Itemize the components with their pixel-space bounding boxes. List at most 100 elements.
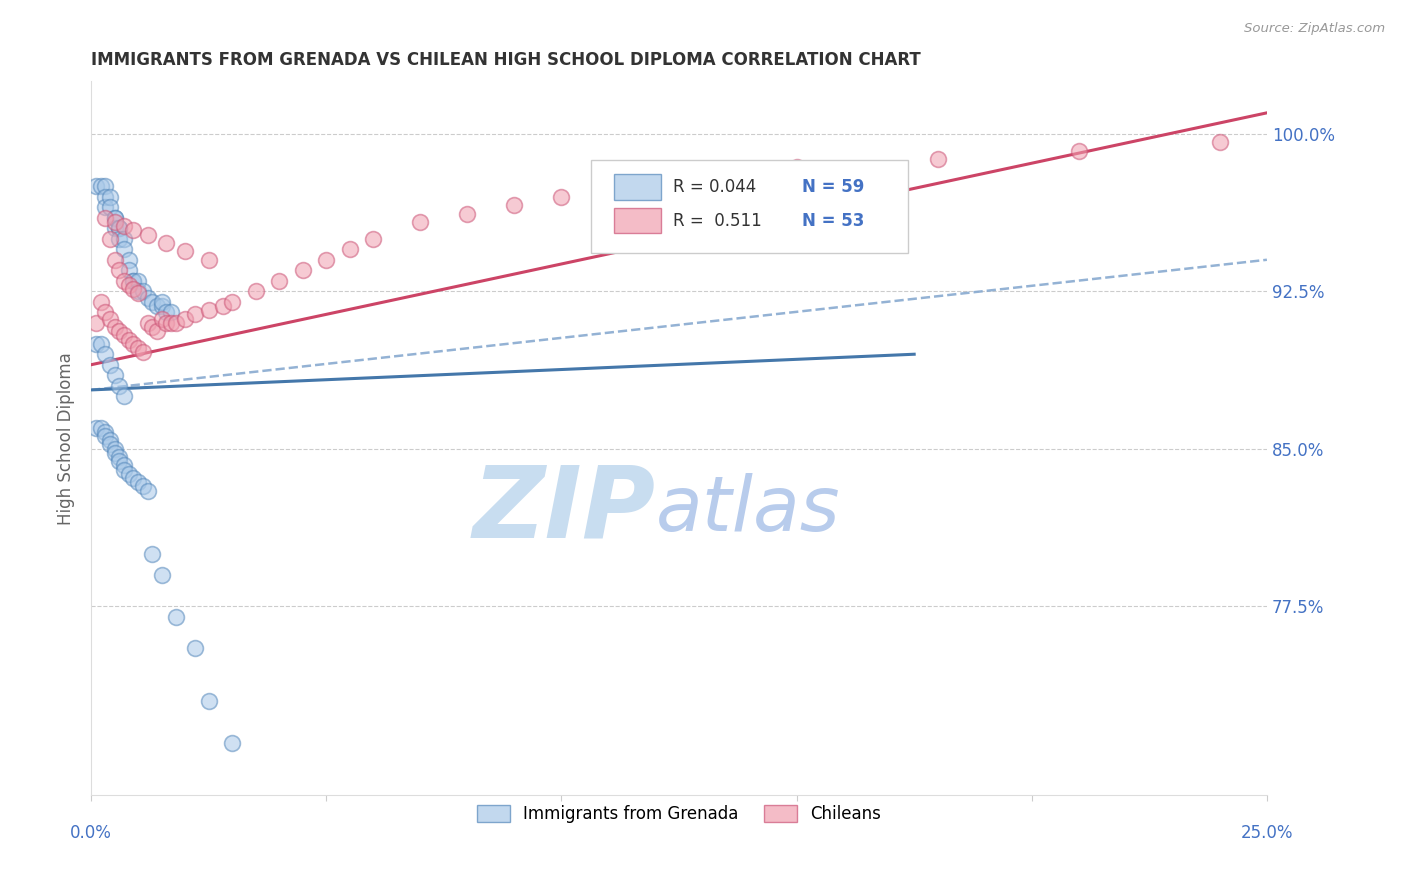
Point xyxy=(98,434,121,448)
Point xyxy=(160,305,183,319)
Point xyxy=(927,152,949,166)
Point xyxy=(94,429,117,443)
Point xyxy=(98,232,121,246)
Point xyxy=(165,609,187,624)
Point xyxy=(98,311,121,326)
Text: IMMIGRANTS FROM GRENADA VS CHILEAN HIGH SCHOOL DIPLOMA CORRELATION CHART: IMMIGRANTS FROM GRENADA VS CHILEAN HIGH … xyxy=(91,51,921,69)
Point xyxy=(146,299,169,313)
Bar xyxy=(614,174,661,200)
Text: R = 0.044: R = 0.044 xyxy=(673,178,756,196)
Point xyxy=(150,294,173,309)
Text: ZIP: ZIP xyxy=(472,461,655,558)
Point xyxy=(108,378,131,392)
Point xyxy=(155,305,177,319)
Point xyxy=(104,211,127,225)
Point xyxy=(112,463,135,477)
Point xyxy=(221,294,243,309)
Y-axis label: High School Diploma: High School Diploma xyxy=(58,351,75,524)
Point xyxy=(122,223,145,237)
Point xyxy=(141,320,163,334)
Point xyxy=(108,221,131,235)
Text: N = 53: N = 53 xyxy=(803,211,865,229)
Point xyxy=(118,333,141,347)
Point xyxy=(363,232,385,246)
Point xyxy=(127,285,149,299)
Point xyxy=(98,358,121,372)
Point xyxy=(94,305,117,319)
Point xyxy=(94,347,117,361)
Point xyxy=(136,291,159,305)
Point xyxy=(104,446,127,460)
Point xyxy=(122,274,145,288)
Point xyxy=(104,215,127,229)
Point xyxy=(127,341,149,355)
Point xyxy=(84,316,107,330)
Point xyxy=(141,547,163,561)
Point xyxy=(98,200,121,214)
Text: 0.0%: 0.0% xyxy=(70,824,112,842)
Point xyxy=(118,277,141,292)
Point xyxy=(108,450,131,464)
Point xyxy=(136,316,159,330)
Point xyxy=(122,274,145,288)
Point xyxy=(127,286,149,301)
Point xyxy=(112,328,135,343)
Point xyxy=(90,420,112,434)
Point xyxy=(141,294,163,309)
Point xyxy=(122,471,145,485)
Point xyxy=(112,389,135,403)
Point xyxy=(104,368,127,383)
Point xyxy=(108,221,131,235)
Point xyxy=(84,420,107,434)
Bar xyxy=(614,208,661,234)
Point xyxy=(174,311,197,326)
Point xyxy=(84,336,107,351)
Point xyxy=(104,252,127,267)
Point xyxy=(456,206,478,220)
Point xyxy=(122,336,145,351)
Point xyxy=(183,641,205,656)
Point xyxy=(94,190,117,204)
Point xyxy=(90,294,112,309)
Point xyxy=(197,693,219,707)
Point xyxy=(94,425,117,439)
Point xyxy=(112,274,135,288)
Point xyxy=(112,219,135,234)
Point xyxy=(94,200,117,214)
Point xyxy=(644,173,666,187)
Point xyxy=(146,324,169,338)
Point xyxy=(104,211,127,225)
Point xyxy=(197,303,219,318)
Point xyxy=(98,190,121,204)
Point xyxy=(108,232,131,246)
Point xyxy=(211,299,233,313)
Point xyxy=(132,345,155,359)
Point xyxy=(155,316,177,330)
Point xyxy=(136,483,159,498)
Point xyxy=(108,454,131,468)
Point xyxy=(94,211,117,225)
Point xyxy=(155,235,177,250)
Point xyxy=(503,198,526,212)
Text: 25.0%: 25.0% xyxy=(1240,824,1294,842)
Text: Source: ZipAtlas.com: Source: ZipAtlas.com xyxy=(1244,22,1385,36)
Point xyxy=(1067,144,1090,158)
FancyBboxPatch shape xyxy=(591,160,908,252)
Point xyxy=(165,316,187,330)
Point xyxy=(127,475,149,490)
Text: atlas: atlas xyxy=(655,473,839,547)
Point xyxy=(94,179,117,194)
Point xyxy=(104,320,127,334)
Point xyxy=(112,458,135,473)
Point xyxy=(786,161,808,175)
Point xyxy=(112,242,135,256)
Point xyxy=(104,442,127,456)
Point xyxy=(118,263,141,277)
Point xyxy=(291,263,314,277)
Point xyxy=(174,244,197,259)
Point xyxy=(118,467,141,481)
Point xyxy=(197,252,219,267)
Point xyxy=(112,232,135,246)
Point xyxy=(183,307,205,321)
Point xyxy=(269,274,291,288)
